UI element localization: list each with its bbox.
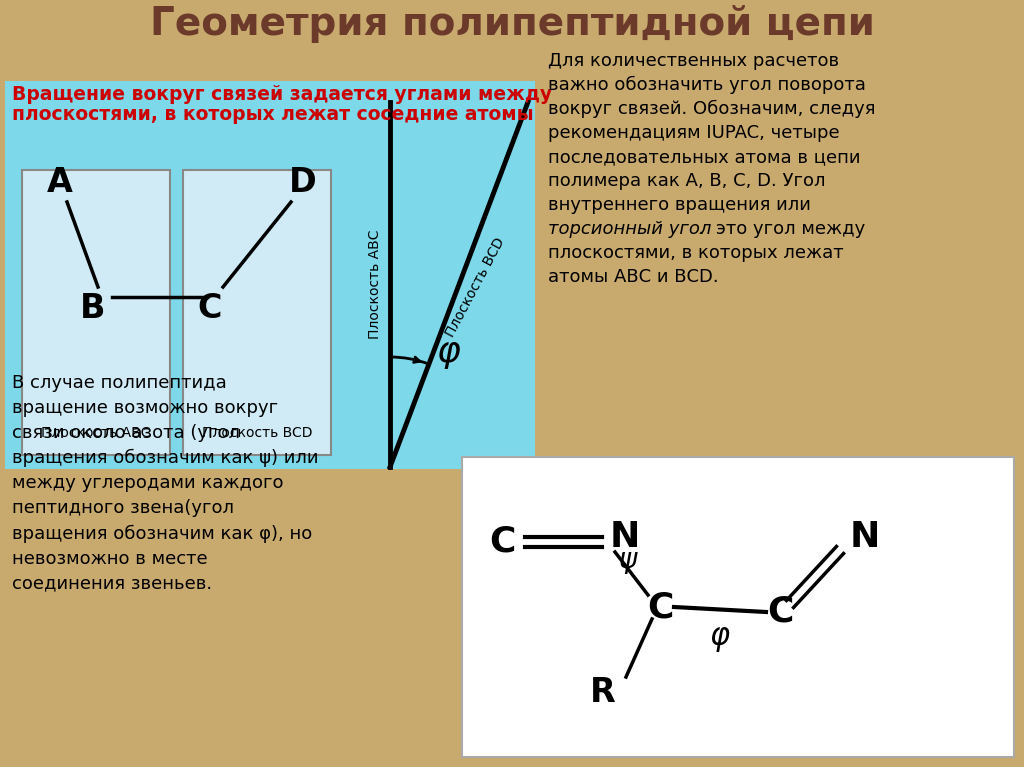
FancyBboxPatch shape	[5, 81, 535, 469]
Text: вокруг связей. Обозначим, следуя: вокруг связей. Обозначим, следуя	[548, 100, 876, 118]
Text: N: N	[610, 520, 640, 554]
Text: C: C	[647, 590, 673, 624]
Text: рекомендациям IUPAC, четыре: рекомендациям IUPAC, четыре	[548, 124, 840, 142]
Text: ψ: ψ	[618, 546, 637, 574]
Text: плоскостями, в которых лежат соседние атомы: плоскостями, в которых лежат соседние ат…	[12, 105, 534, 124]
FancyBboxPatch shape	[183, 170, 331, 455]
Text: Геометрия полипептидной цепи: Геометрия полипептидной цепи	[150, 5, 874, 43]
Text: D: D	[289, 166, 316, 199]
Text: В случае полипептида
вращение возможно вокруг
связи около азота (угол
вращения о: В случае полипептида вращение возможно в…	[12, 374, 318, 593]
Text: Плоскость АВС: Плоскость АВС	[41, 426, 151, 440]
Text: внутреннего вращения или: внутреннего вращения или	[548, 196, 811, 214]
Text: плоскостями, в которых лежат: плоскостями, в которых лежат	[548, 244, 844, 262]
Text: C: C	[488, 525, 515, 559]
Text: Вращение вокруг связей задается углами между: Вращение вокруг связей задается углами м…	[12, 85, 552, 104]
Text: .  это угол между: . это угол между	[693, 220, 865, 238]
Text: N: N	[850, 520, 881, 554]
Text: B: B	[80, 292, 105, 325]
Text: Для количественных расчетов: Для количественных расчетов	[548, 52, 839, 70]
FancyBboxPatch shape	[462, 457, 1014, 757]
Text: последовательных атома в цепи: последовательных атома в цепи	[548, 148, 860, 166]
Text: C: C	[767, 595, 794, 629]
Text: C: C	[198, 292, 222, 325]
Text: R: R	[590, 676, 615, 709]
Text: атомы АВС и ВСD.: атомы АВС и ВСD.	[548, 268, 719, 286]
Text: важно обозначить угол поворота: важно обозначить угол поворота	[548, 76, 866, 94]
Text: Плоскость BCD: Плоскость BCD	[443, 235, 507, 339]
Text: полимера как А, В, С, D. Угол: полимера как А, В, С, D. Угол	[548, 172, 825, 190]
Text: φ: φ	[436, 335, 460, 369]
Text: Плоскость BCD: Плоскость BCD	[202, 426, 312, 440]
Text: φ: φ	[710, 623, 730, 651]
Text: торсионный угол: торсионный угол	[548, 220, 712, 238]
FancyBboxPatch shape	[22, 170, 170, 455]
Text: Плоскость АВС: Плоскость АВС	[368, 229, 382, 339]
Text: A: A	[47, 166, 73, 199]
